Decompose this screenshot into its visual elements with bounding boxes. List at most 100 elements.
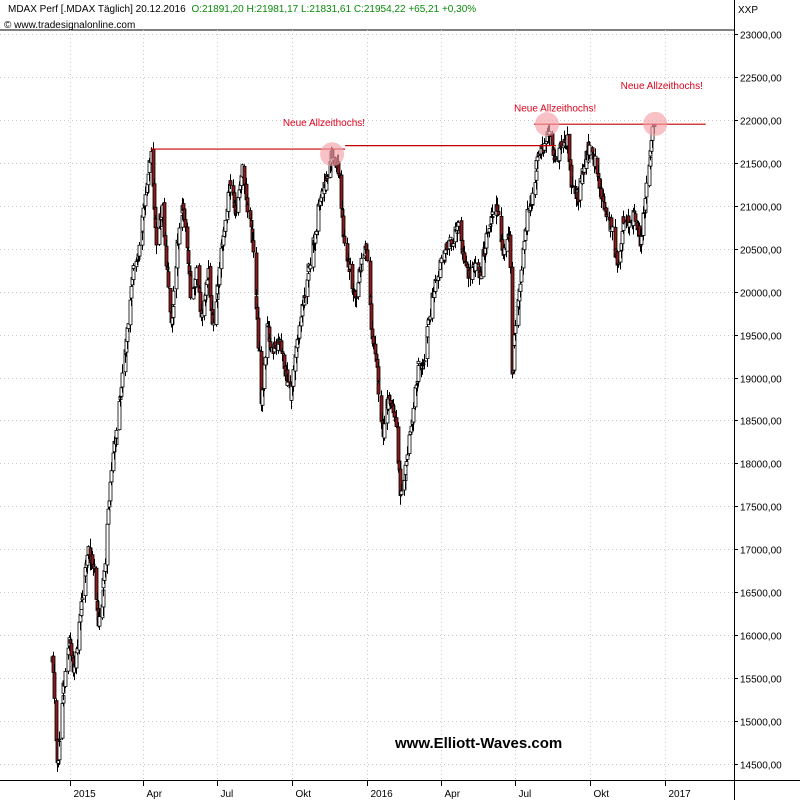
candle-body: [396, 426, 401, 464]
candle-body: [371, 336, 376, 345]
candle-body: [422, 360, 427, 363]
candle-body: [621, 216, 626, 224]
candle-body: [376, 382, 381, 395]
candle-body: [217, 267, 222, 286]
candle-body: [342, 235, 347, 244]
candle-body: [117, 401, 122, 431]
candle-body: [553, 156, 558, 158]
candle-body: [368, 260, 373, 298]
candle-body: [508, 234, 513, 268]
candle-body: [221, 235, 226, 246]
x-tick-label: Jul: [221, 789, 234, 800]
candle-body: [443, 249, 448, 254]
candle-body: [557, 147, 562, 162]
candle-body: [569, 164, 574, 188]
highlight-circle: [534, 112, 559, 137]
candle-body: [54, 700, 59, 742]
candle-body: [228, 180, 233, 186]
candle-body: [208, 266, 213, 298]
chart-title: MDAX Perf [.MDAX Täglich] 20.12.2016 O:2…: [8, 4, 476, 15]
candle-body: [473, 262, 478, 272]
x-tick-label: 2017: [669, 789, 692, 800]
candle-body: [306, 273, 311, 281]
candle-body: [251, 240, 256, 253]
candle-body: [114, 429, 119, 439]
candle-body: [359, 257, 364, 265]
candle-body: [164, 245, 169, 267]
price-series: [50, 123, 657, 772]
instrument-title: MDAX Perf [.MDAX Täglich] 20.12.2016: [8, 4, 186, 15]
candle-body: [205, 279, 210, 286]
candle-body: [63, 671, 68, 687]
candle-body: [302, 295, 307, 298]
candle-body: [596, 173, 601, 177]
candle-body: [185, 226, 190, 249]
candle-body: [590, 147, 595, 153]
candle-body: [404, 461, 409, 466]
x-tick-label: Apr: [147, 789, 163, 800]
watermark: www.Elliott-Waves.com: [395, 735, 563, 752]
candle-body: [177, 227, 182, 245]
copyright-icon: ©: [4, 20, 12, 31]
candle-body: [60, 703, 65, 739]
highlight-circle: [320, 142, 345, 167]
candle-body: [256, 317, 261, 349]
candle-body: [616, 262, 621, 265]
candle-body: [425, 326, 430, 338]
candle-body: [522, 240, 527, 251]
candle-body: [388, 399, 393, 404]
candle-body: [587, 144, 592, 156]
candle-body: [567, 133, 572, 163]
candle-body: [280, 351, 285, 355]
candle-body: [147, 160, 152, 173]
x-axis: 2015 Apr Jul Okt 2016 Apr Jul Okt 2017: [70, 780, 692, 800]
candle-body: [354, 296, 359, 299]
candle-body: [128, 299, 133, 326]
candle-body: [365, 249, 370, 262]
candle-body: [356, 282, 361, 298]
annotation-label: Neue Allzeithochs!: [514, 103, 596, 114]
candle-body: [131, 265, 136, 269]
candle-body: [433, 278, 438, 281]
candle-body: [639, 236, 644, 245]
candle-body: [94, 567, 99, 600]
y-tick-label: 15500,00: [740, 675, 782, 686]
candle-body: [451, 243, 456, 247]
x-tick-label: 2016: [371, 789, 394, 800]
candle-body: [214, 301, 219, 325]
candle-body: [154, 227, 159, 246]
candle-body: [644, 182, 649, 198]
y-tick-label: 22000,00: [740, 117, 782, 128]
candle-body: [570, 185, 575, 187]
candle-body: [394, 417, 399, 428]
candle-body: [106, 508, 111, 525]
x-tick-label: Jul: [519, 789, 532, 800]
source-label: © www.tradesignalonline.com: [4, 20, 135, 31]
candle-body: [518, 283, 523, 292]
x-tick-label: 2015: [74, 789, 97, 800]
y-tick-label: 17000,00: [740, 546, 782, 557]
candle-body: [109, 470, 114, 483]
candle-body: [525, 208, 530, 232]
candle-body: [297, 325, 302, 339]
candle-body: [407, 434, 412, 454]
candle-body: [291, 369, 296, 387]
candle-body: [339, 174, 344, 209]
annotation-label: Neue Allzeithochs!: [283, 118, 365, 129]
x-tick-label: Okt: [594, 789, 610, 800]
source-url: www.tradesignalonline.com: [14, 20, 136, 31]
y-tick-label: 20500,00: [740, 246, 782, 257]
candle-body: [260, 389, 265, 406]
candle-body: [510, 266, 515, 375]
x-tick-label: Okt: [296, 789, 312, 800]
candle-body: [226, 192, 231, 212]
y-tick-label: 14500,00: [740, 761, 782, 772]
candle-body: [519, 269, 524, 283]
candle-body: [194, 267, 199, 280]
candle-body: [416, 365, 421, 382]
annotation-label: Neue Allzeithochs!: [621, 81, 703, 92]
candle-body: [534, 170, 539, 181]
y-tick-label: 18500,00: [740, 417, 782, 428]
symbol-label: XXP: [738, 5, 759, 16]
